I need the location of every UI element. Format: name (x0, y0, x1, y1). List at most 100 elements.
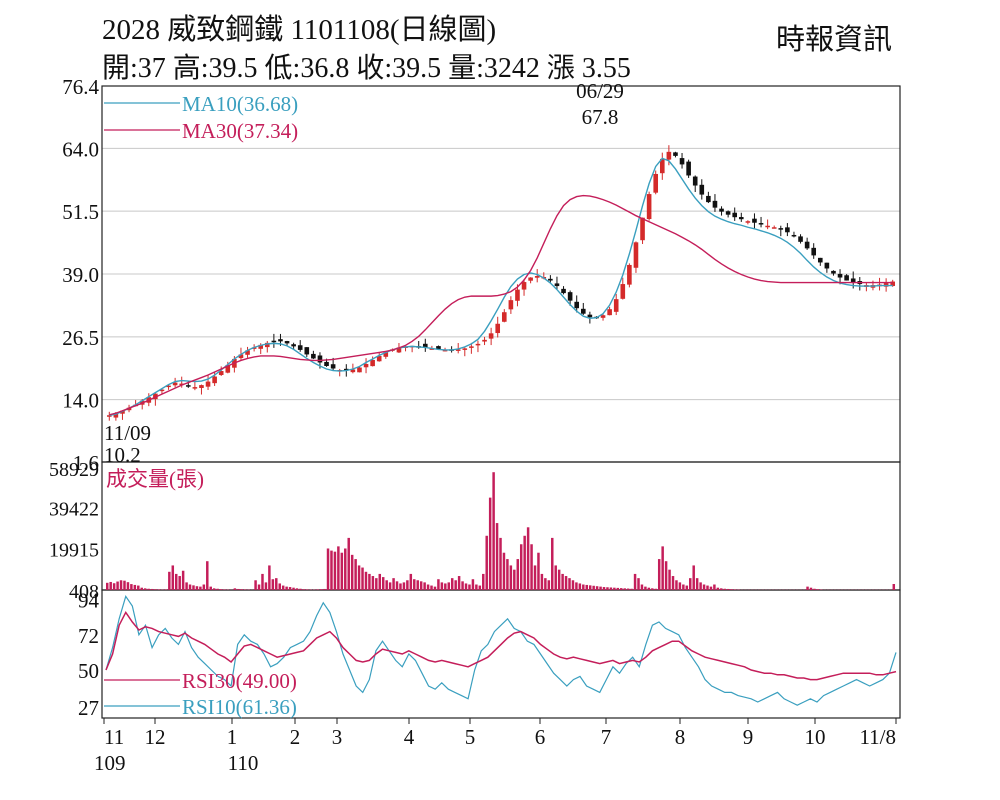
candle-body (738, 217, 744, 220)
volume-bar (319, 589, 323, 590)
candle-body (350, 369, 356, 373)
volume-bar (123, 580, 126, 590)
volume-bar (371, 576, 375, 590)
volume-bar (695, 578, 699, 590)
volume-bar (381, 577, 385, 590)
low-date-annotation: 11/09 (104, 421, 151, 445)
year-label: 109 (94, 751, 126, 775)
volume-bar (651, 588, 654, 590)
candle-body (844, 275, 849, 281)
volume-bar (664, 561, 668, 590)
volume-bar (413, 579, 416, 590)
candle-body (824, 262, 830, 269)
volume-bar (599, 586, 602, 590)
candle-body (521, 282, 527, 290)
volume-bar (682, 584, 685, 590)
candle-body (811, 247, 817, 256)
volume-bar (892, 583, 896, 590)
grid-lines (102, 147, 900, 401)
candle-body (706, 195, 711, 203)
candle-body (686, 161, 691, 176)
volume-bar (112, 583, 116, 590)
volume-bar (181, 570, 185, 590)
candle-body (429, 348, 435, 350)
volume-bar (285, 586, 288, 590)
candle-body (278, 339, 283, 342)
volume-bar (209, 586, 212, 590)
candle-body (719, 208, 724, 212)
volume-bar (150, 588, 154, 590)
ma30-line (109, 194, 893, 416)
candle-body (370, 359, 375, 367)
volume-bar (106, 582, 109, 590)
volume-bar (620, 588, 623, 590)
candle-body (258, 344, 264, 349)
candle-body (475, 343, 481, 346)
volume-bar (399, 583, 402, 590)
volume-bar (361, 567, 364, 590)
volume-bar (478, 585, 482, 590)
source-label: 時報資訊 (776, 24, 893, 56)
candle-body (495, 323, 501, 334)
candle-body (396, 347, 402, 353)
candle-body (837, 273, 843, 278)
volume-bar (720, 588, 723, 590)
price-tick-label: 51.5 (62, 200, 99, 224)
volume-bar (202, 584, 206, 590)
volume-bar (516, 559, 520, 590)
volume-bar (154, 589, 157, 590)
candle-body (785, 227, 790, 233)
volume-bar (233, 588, 237, 590)
volume-bar (706, 585, 709, 590)
candle-body (666, 151, 672, 160)
panel-frames (101, 85, 901, 719)
volume-bar (547, 580, 551, 590)
volume-bar (668, 569, 671, 590)
volume-tick-label: 408 (69, 581, 99, 603)
volume-bar (237, 588, 240, 590)
candle-body (422, 343, 428, 348)
volume-bar (119, 580, 123, 590)
candle-body (245, 350, 250, 355)
candle-body (271, 340, 277, 343)
volume-bar (461, 581, 464, 590)
volume-bar (616, 587, 620, 590)
candle-body (343, 368, 349, 371)
volume-bar (588, 585, 592, 590)
volume-bar (395, 581, 399, 590)
candle-body (607, 309, 612, 316)
volume-bar (482, 573, 485, 590)
volume-bar (126, 582, 130, 590)
rsi-tick-label: 72 (78, 624, 99, 648)
x-tick-label: 9 (743, 725, 754, 749)
candle-body (166, 385, 171, 388)
indicator-lines (105, 157, 897, 706)
volume-bar (816, 589, 820, 590)
volume-bar (323, 588, 326, 590)
candle-body (212, 376, 217, 384)
x-tick-label: 3 (332, 725, 343, 749)
volume-bar (533, 565, 537, 590)
volume-tick-label: 58929 (49, 459, 99, 481)
volume-bar (475, 584, 478, 590)
candle-body (673, 152, 678, 156)
volume-bar (457, 576, 461, 590)
volume-bar (243, 589, 247, 590)
volume-bar (809, 587, 813, 590)
volume-bar (157, 589, 161, 590)
candle-body (613, 299, 619, 312)
volume-bar (261, 573, 264, 590)
volume-bar (544, 578, 547, 590)
axis-labels: 76.4 64.0 51.5 39.0 26.5 14.0 1.6 MA10(36.68) MA… (49, 75, 897, 775)
volume-bar (699, 582, 702, 590)
candle-body (284, 341, 290, 344)
volume-bar (447, 582, 451, 590)
candle-body (778, 228, 784, 230)
volume-bar (137, 585, 140, 590)
x-tick-label: 10 (805, 725, 826, 749)
volume-bar (526, 527, 530, 590)
candle-body (817, 257, 823, 263)
price-tick-label: 76.4 (62, 75, 99, 99)
candle-body (791, 234, 797, 237)
volume-bar (143, 588, 147, 590)
